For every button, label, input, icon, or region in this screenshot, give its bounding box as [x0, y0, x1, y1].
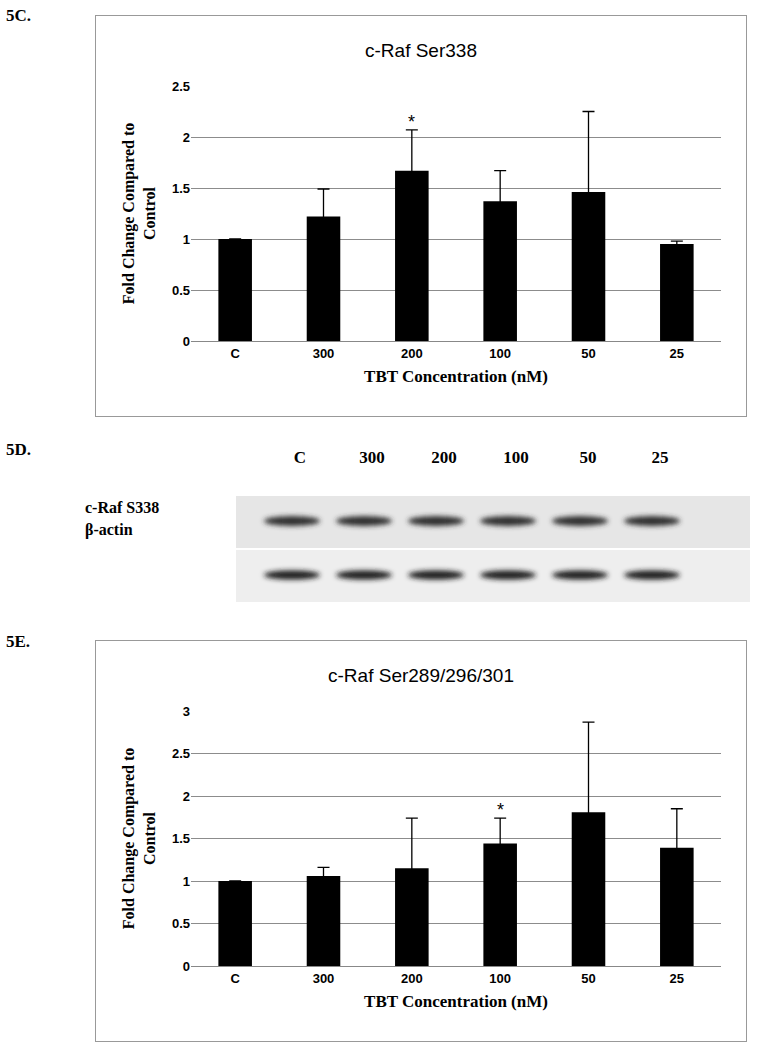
svg-text:25: 25 [670, 971, 684, 986]
svg-text:Fold Change Compared toControl: Fold Change Compared toControl [120, 748, 158, 930]
svg-text:1.5: 1.5 [172, 181, 190, 196]
svg-text:Fold Change Compared toControl: Fold Change Compared toControl [120, 123, 158, 305]
svg-text:300: 300 [313, 346, 335, 361]
svg-text:3: 3 [183, 704, 190, 719]
svg-text:200: 200 [401, 346, 423, 361]
svg-text:1: 1 [183, 232, 190, 247]
html-text:5C.: 5C. [6, 6, 31, 25]
svg-text:2: 2 [183, 130, 190, 145]
svg-text:50: 50 [580, 448, 597, 467]
svg-text:*: * [408, 112, 415, 132]
svg-text:c-Raf S338: c-Raf S338 [85, 499, 159, 516]
svg-text:*: * [497, 800, 504, 820]
svg-text:50: 50 [581, 346, 595, 361]
html-text:5E.: 5E. [6, 632, 31, 651]
svg-text:1.5: 1.5 [172, 831, 190, 846]
svg-text:C: C [230, 971, 240, 986]
svg-text:2: 2 [183, 789, 190, 804]
svg-text:0: 0 [183, 334, 190, 349]
html-text:5D.: 5D. [6, 440, 31, 459]
svg-text:200: 200 [431, 448, 457, 467]
svg-text:C: C [294, 448, 306, 467]
svg-text:300: 300 [359, 448, 385, 467]
svg-text:β-actin: β-actin [85, 521, 133, 539]
svg-text:100: 100 [503, 448, 529, 467]
svg-text:c-Raf Ser338: c-Raf Ser338 [365, 40, 477, 61]
svg-text:2.5: 2.5 [172, 746, 190, 761]
svg-text:1: 1 [183, 874, 190, 889]
svg-text:200: 200 [401, 971, 423, 986]
svg-text:300: 300 [313, 971, 335, 986]
svg-text:0: 0 [183, 959, 190, 974]
svg-text:c-Raf Ser289/296/301: c-Raf Ser289/296/301 [328, 665, 514, 686]
svg-text:100: 100 [489, 346, 511, 361]
svg-text:50: 50 [581, 971, 595, 986]
svg-text:100: 100 [489, 971, 511, 986]
svg-text:0.5: 0.5 [172, 916, 190, 931]
svg-text:25: 25 [670, 346, 684, 361]
svg-text:25: 25 [652, 448, 669, 467]
svg-text:TBT Concentration (nM): TBT Concentration (nM) [364, 367, 548, 386]
svg-text:TBT Concentration (nM): TBT Concentration (nM) [364, 992, 548, 1011]
svg-text:C: C [230, 346, 240, 361]
svg-text:2.5: 2.5 [172, 79, 190, 94]
svg-text:0.5: 0.5 [172, 283, 190, 298]
